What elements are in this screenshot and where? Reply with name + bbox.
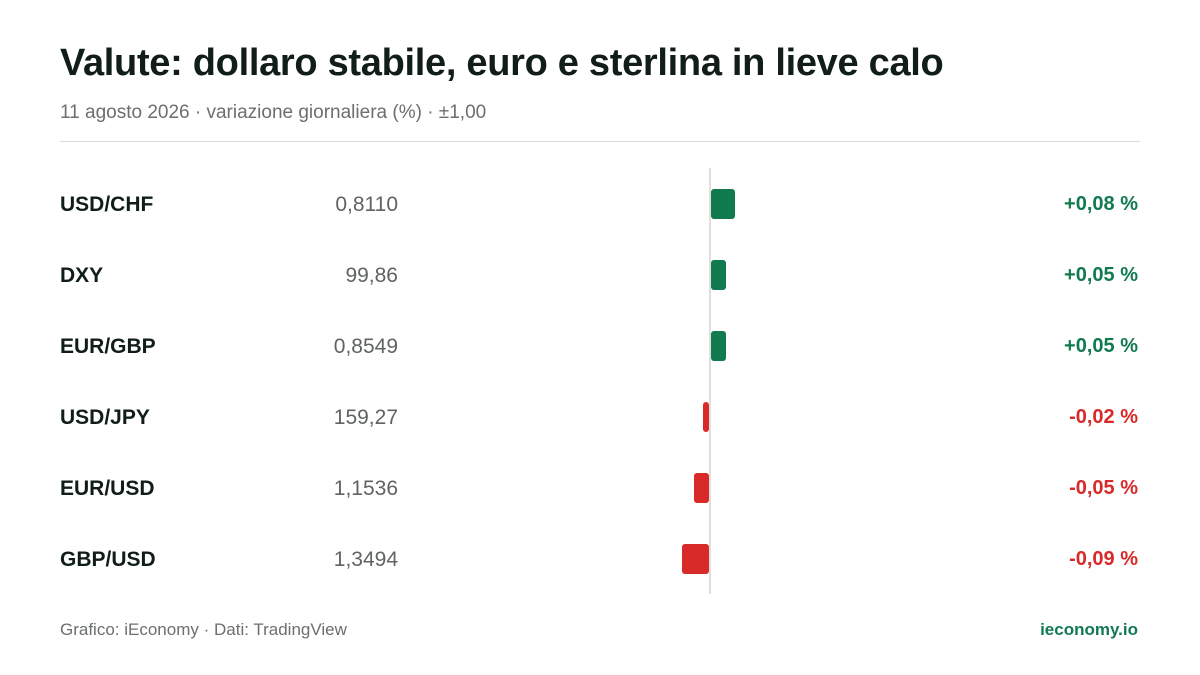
change-bar: [711, 331, 726, 361]
table-row: GBP/USD 1,3494 -0,09 %: [0, 540, 1200, 580]
chart-subtitle: 11 agosto 2026 · variazione giornaliera …: [60, 102, 487, 123]
table-row: DXY 99,86 +0,05 %: [0, 256, 1200, 296]
change-bar: [711, 189, 735, 219]
change-label: +0,05 %: [1064, 335, 1138, 357]
price-value: 1,1536: [333, 477, 398, 500]
pair-label: USD/CHF: [60, 193, 154, 216]
pair-label: DXY: [60, 264, 104, 287]
change-label: +0,08 %: [1064, 193, 1138, 215]
change-label: -0,05 %: [1069, 477, 1138, 499]
brand-link[interactable]: ieconomy.io: [1040, 620, 1138, 639]
table-row: USD/JPY 159,27 -0,02 %: [0, 398, 1200, 438]
change-label: +0,05 %: [1064, 264, 1138, 286]
price-value: 99,86: [345, 264, 398, 287]
zero-axis-line: [709, 168, 711, 594]
chart-title: Valute: dollaro stabile, euro e sterlina…: [60, 42, 944, 84]
pair-label: EUR/USD: [60, 477, 155, 500]
header-divider: [60, 141, 1140, 142]
change-label: -0,09 %: [1069, 548, 1138, 570]
change-label: -0,02 %: [1069, 406, 1138, 428]
change-bar: [694, 473, 709, 503]
change-bar: [682, 544, 709, 574]
table-row: EUR/GBP 0,8549 +0,05 %: [0, 327, 1200, 367]
price-value: 1,3494: [333, 548, 398, 571]
table-row: USD/CHF 0,8110 +0,08 %: [0, 185, 1200, 225]
price-value: 0,8549: [333, 335, 398, 358]
change-bar: [703, 402, 709, 432]
pair-label: USD/JPY: [60, 406, 150, 429]
source-credit: Grafico: iEconomy · Dati: TradingView: [60, 620, 347, 639]
pair-label: EUR/GBP: [60, 335, 156, 358]
table-row: EUR/USD 1,1536 -0,05 %: [0, 469, 1200, 509]
change-bar: [711, 260, 726, 290]
pair-label: GBP/USD: [60, 548, 156, 571]
price-value: 159,27: [333, 406, 398, 429]
price-value: 0,8110: [335, 193, 398, 216]
